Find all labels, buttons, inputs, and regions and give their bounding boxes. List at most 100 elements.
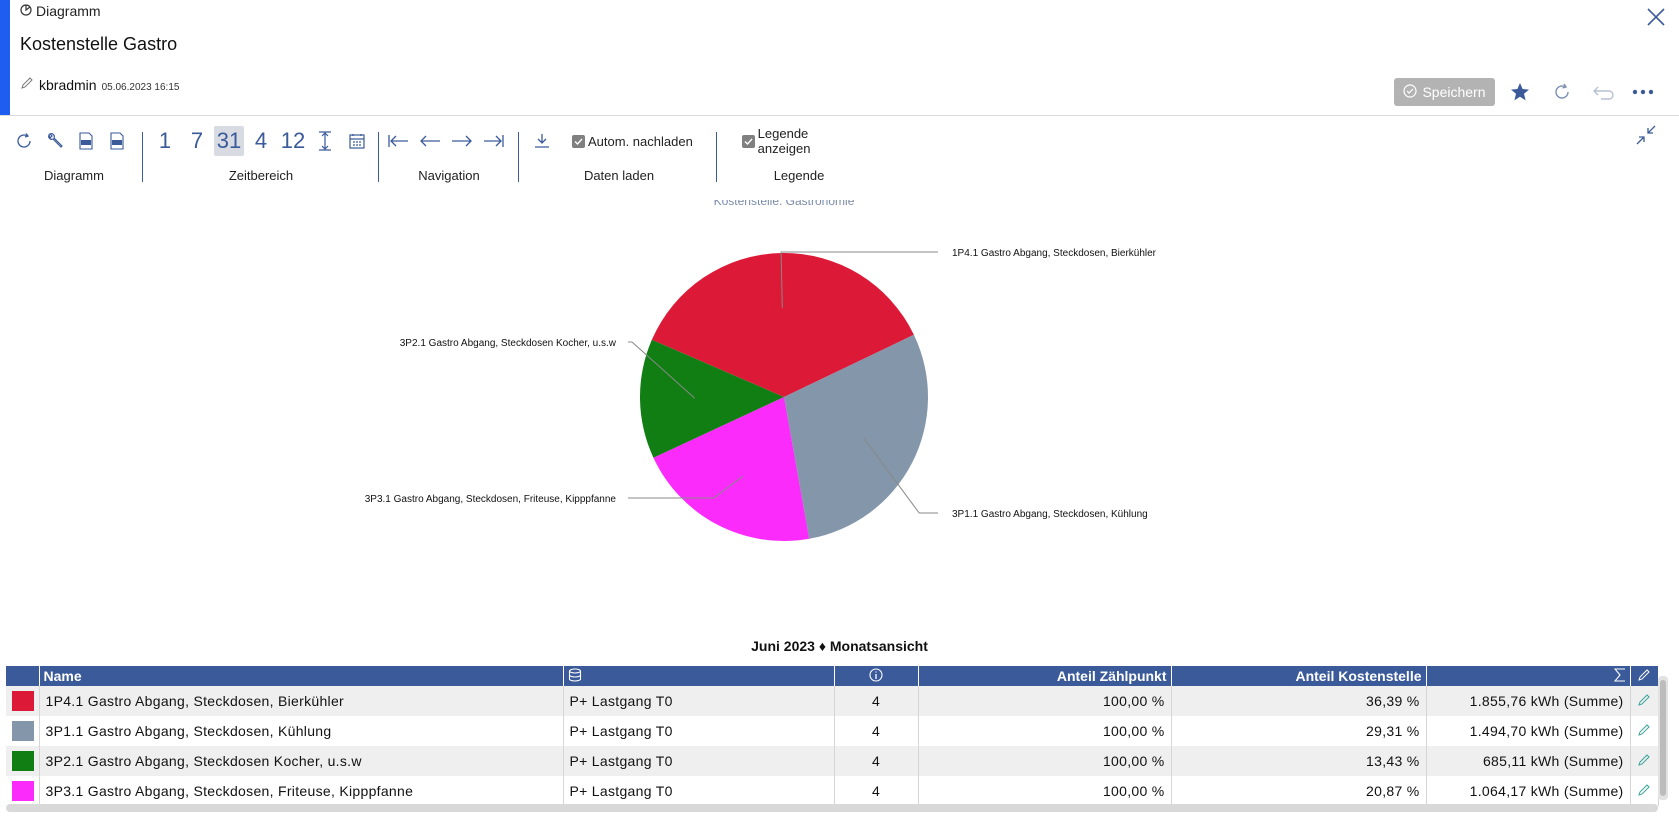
auto-reload-label: Autom. nachladen xyxy=(588,133,693,149)
breadcrumb-label: Diagramm xyxy=(36,3,101,19)
pie-slice[interactable] xyxy=(651,253,914,397)
horizontal-scrollbar[interactable] xyxy=(6,804,1658,812)
wrench-icon[interactable] xyxy=(43,126,67,156)
color-swatch xyxy=(12,691,34,711)
pie-slice-label: 3P1.1 Gastro Abgang, Steckdosen, Kühlung xyxy=(952,509,1148,520)
time-range-button[interactable]: 4 xyxy=(254,128,268,153)
breadcrumb: Diagramm xyxy=(20,3,101,19)
color-swatch xyxy=(12,721,34,741)
cell-summe: 685,11 kWh (Summe) xyxy=(1426,746,1631,776)
nav-first-icon[interactable] xyxy=(386,126,410,156)
nav-last-icon[interactable] xyxy=(482,126,506,156)
cell-source: P+ Lastgang T0 xyxy=(563,686,835,716)
time-range-button[interactable]: 1 xyxy=(158,128,172,153)
calendar-icon[interactable] xyxy=(342,126,372,156)
cell-name: 3P2.1 Gastro Abgang, Steckdosen Kocher, … xyxy=(39,746,564,776)
cell-source: P+ Lastgang T0 xyxy=(563,716,835,746)
table-row[interactable]: 1P4.1 Gastro Abgang, Steckdosen, Bierküh… xyxy=(6,686,1659,716)
save-button[interactable]: Speichern xyxy=(1394,78,1495,106)
cell-edit xyxy=(1630,716,1659,746)
collapse-icon[interactable] xyxy=(1635,124,1657,146)
header-sum[interactable] xyxy=(1426,666,1631,686)
cell-info: 4 xyxy=(834,716,919,746)
cell-summe: 1.064,17 kWh (Summe) xyxy=(1426,776,1631,806)
group-label-daten-laden: Daten laden xyxy=(583,168,655,183)
edit-pencil-icon[interactable] xyxy=(1637,753,1651,770)
csv-export-icon[interactable] xyxy=(74,126,98,156)
edit-pencil-icon[interactable] xyxy=(1637,783,1651,800)
edit-pencil-icon[interactable] xyxy=(1637,723,1651,740)
pie-slice[interactable] xyxy=(640,339,784,458)
auto-reload-checkbox[interactable]: Autom. nachladen xyxy=(572,124,693,158)
table-header-row: Name Anteil Zählpunkt Anteil Kostenstell… xyxy=(6,666,1659,686)
refresh-icon[interactable] xyxy=(1549,80,1575,104)
time-range-button[interactable]: 7 xyxy=(190,128,204,153)
cell-info: 4 xyxy=(834,686,919,716)
group-label-legende: Legende xyxy=(773,168,825,183)
save-label: Speichern xyxy=(1422,84,1486,100)
show-legend-checkbox[interactable]: Legende anzeigen xyxy=(742,124,862,158)
cell-zaehlpunkt: 100,00 % xyxy=(918,716,1172,746)
fit-range-icon[interactable] xyxy=(310,126,340,156)
chart-toolbar: Diagramm 1 7 31 4 12 Zeitbereich Navigation xyxy=(0,124,1679,190)
time-range-button[interactable]: 31 xyxy=(214,126,244,156)
toolbar-group-diagramm: Diagramm xyxy=(12,124,136,190)
edit-pencil-icon[interactable] xyxy=(1637,693,1651,710)
table-row[interactable]: 3P2.1 Gastro Abgang, Steckdosen Kocher, … xyxy=(6,746,1659,776)
header-anteil-zaehlpunkt[interactable]: Anteil Zählpunkt xyxy=(918,666,1172,686)
header-source[interactable] xyxy=(563,666,835,686)
header-edit[interactable] xyxy=(1630,666,1659,686)
header-name[interactable]: Name xyxy=(39,666,564,686)
cell-kostenstelle: 20,87 % xyxy=(1171,776,1427,806)
cell-info: 4 xyxy=(834,776,919,806)
table-row[interactable]: 3P1.1 Gastro Abgang, Steckdosen, Kühlung… xyxy=(6,716,1659,746)
cell-name: 1P4.1 Gastro Abgang, Steckdosen, Bierküh… xyxy=(39,686,564,716)
pie-label-connector xyxy=(863,437,938,514)
toolbar-group-daten-laden: Autom. nachladen Daten laden xyxy=(530,124,710,190)
close-icon[interactable] xyxy=(1645,6,1667,28)
cell-kostenstelle: 36,39 % xyxy=(1171,686,1427,716)
pie-slice[interactable] xyxy=(784,334,929,539)
table-row[interactable]: 3P3.1 Gastro Abgang, Steckdosen, Friteus… xyxy=(6,776,1659,806)
cell-edit xyxy=(1630,686,1659,716)
reload-chart-icon[interactable] xyxy=(12,126,36,156)
show-legend-label: Legende anzeigen xyxy=(757,126,811,156)
color-swatch xyxy=(12,781,34,801)
cell-name: 3P1.1 Gastro Abgang, Steckdosen, Kühlung xyxy=(39,716,564,746)
more-options-icon[interactable] xyxy=(1630,80,1656,104)
toolbar-divider xyxy=(518,132,519,182)
toolbar-divider xyxy=(378,132,379,182)
nav-prev-icon[interactable] xyxy=(418,126,442,156)
header-anteil-kostenstelle[interactable]: Anteil Kostenstelle xyxy=(1171,666,1427,686)
checkbox-checked-icon xyxy=(742,134,755,148)
checkbox-checked-icon xyxy=(572,134,585,148)
pie-slice-label: 3P2.1 Gastro Abgang, Steckdosen Kocher, … xyxy=(400,338,617,349)
toolbar-group-navigation: Navigation xyxy=(386,124,512,190)
toolbar-group-legende: Legende anzeigen Legende xyxy=(742,124,862,190)
pencil-icon xyxy=(1637,668,1651,685)
group-label-zeitbereich: Zeitbereich xyxy=(228,168,294,183)
pie-chart: Kostenstelle: Gastronomie 1P4.1 Gastro Ab… xyxy=(0,194,1679,580)
undo-icon[interactable] xyxy=(1590,80,1616,104)
cell-summe: 1.855,76 kWh (Summe) xyxy=(1426,686,1631,716)
pdf-export-icon[interactable] xyxy=(105,126,129,156)
cell-zaehlpunkt: 100,00 % xyxy=(918,686,1172,716)
data-table: Name Anteil Zählpunkt Anteil Kostenstell… xyxy=(6,666,1664,806)
toolbar-divider xyxy=(142,132,143,182)
pie-slice-label: 1P4.1 Gastro Abgang, Steckdosen, Bierküh… xyxy=(952,248,1157,259)
group-label-navigation: Navigation xyxy=(418,168,480,183)
cell-zaehlpunkt: 100,00 % xyxy=(918,746,1172,776)
favorite-star-icon[interactable] xyxy=(1507,80,1533,104)
vertical-scrollbar-thumb[interactable] xyxy=(1660,680,1666,796)
header-color xyxy=(6,666,40,686)
download-icon[interactable] xyxy=(530,126,554,156)
header-info[interactable] xyxy=(834,666,919,686)
nav-next-icon[interactable] xyxy=(450,126,474,156)
pencil-icon[interactable] xyxy=(20,76,34,95)
editor-date: 05.06.2023 16:15 xyxy=(101,82,180,93)
time-range-button[interactable]: 12 xyxy=(280,128,306,153)
database-icon xyxy=(568,667,582,685)
pie-slice[interactable] xyxy=(653,397,810,541)
cell-kostenstelle: 13,43 % xyxy=(1171,746,1427,776)
pie-label-connector xyxy=(628,341,696,399)
